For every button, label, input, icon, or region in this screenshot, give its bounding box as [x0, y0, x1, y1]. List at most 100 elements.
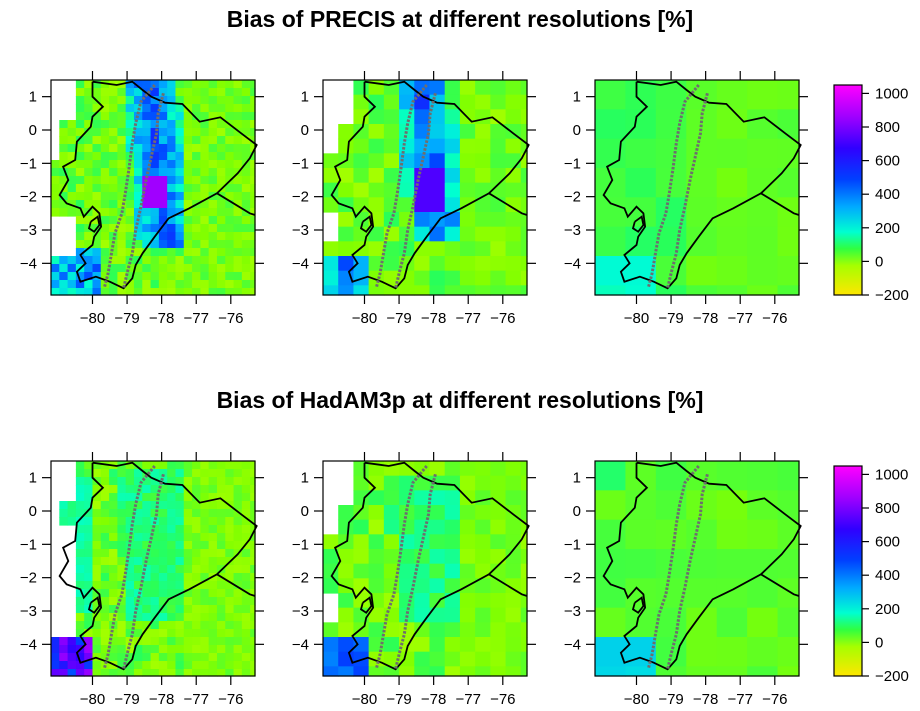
grid-cell	[167, 120, 177, 129]
grid-cell	[414, 651, 431, 667]
grid-cell	[117, 621, 127, 630]
andes-west-contour	[103, 465, 156, 669]
grid-cell	[200, 144, 210, 153]
grid-cell	[109, 216, 118, 225]
grid-cell	[777, 666, 800, 677]
grid-cell	[117, 573, 127, 582]
grid-cell	[414, 622, 431, 638]
grid-cell	[84, 288, 94, 296]
grid-cell	[167, 80, 177, 89]
colorbar-tick-label: 200	[875, 220, 900, 237]
grid-cell	[175, 485, 185, 494]
grid-cell	[175, 549, 185, 558]
grid-cell	[109, 120, 118, 129]
grid-cell	[490, 182, 507, 198]
grid-cell	[233, 493, 243, 502]
grid-cell	[595, 109, 627, 140]
grid-cell	[225, 144, 235, 153]
grid-cell	[100, 637, 110, 646]
grid-cell	[150, 477, 160, 486]
grid-cell	[250, 533, 256, 542]
grid-cell	[84, 637, 94, 646]
grid-cell	[208, 184, 218, 193]
grid-cell	[183, 112, 193, 121]
grid-cell	[241, 272, 251, 281]
x-tick-label: −77	[455, 691, 480, 708]
grid-cell	[338, 182, 355, 198]
x-tick-label: −76	[490, 310, 515, 327]
grid-cell	[192, 280, 201, 289]
grid-cell	[67, 128, 77, 137]
grid-cell	[208, 629, 218, 638]
x-tick-label: −80	[352, 691, 377, 708]
grid-cell	[125, 176, 135, 185]
grid-cell	[167, 216, 177, 225]
grid-cell	[84, 509, 94, 518]
grid-cell	[133, 653, 143, 662]
grid-cell	[475, 80, 491, 96]
grid-cell	[625, 80, 657, 110]
grid-cell	[117, 88, 127, 97]
grid-cell	[216, 176, 226, 185]
grid-cell	[383, 534, 400, 550]
grid-cell	[59, 128, 69, 137]
grid-cell	[133, 264, 143, 273]
grid-cell	[225, 272, 235, 281]
grid-cell	[233, 216, 243, 225]
grid-cell	[716, 666, 748, 677]
grid-cell	[225, 152, 235, 161]
grid-cell	[158, 248, 168, 257]
grid-cell	[158, 469, 168, 478]
grid-cell	[208, 104, 218, 113]
colorbar-tick-label: 600	[875, 534, 900, 551]
grid-cell	[200, 168, 210, 177]
grid-cell	[655, 197, 687, 228]
grid-cell	[323, 197, 339, 213]
grid-cell	[208, 621, 218, 630]
grid-cell	[158, 232, 168, 241]
grid-cell	[429, 622, 446, 638]
grid-cell	[100, 224, 110, 233]
grid-cell	[250, 589, 256, 598]
grid-cell	[399, 666, 415, 677]
grid-cell	[109, 589, 118, 598]
grid-cell	[142, 104, 152, 113]
grid-cell	[625, 549, 657, 579]
grid-cell	[175, 136, 185, 145]
grid-cell	[338, 138, 355, 154]
grid-cell	[183, 597, 193, 606]
grid-cell	[208, 168, 218, 177]
grid-cell	[125, 597, 135, 606]
grid-cell	[777, 138, 800, 169]
grid-cell	[250, 477, 256, 486]
grid-cell	[84, 280, 94, 289]
grid-cell	[241, 461, 251, 470]
grid-cell	[225, 605, 235, 614]
grid-cell	[59, 208, 69, 217]
grid-cell	[241, 541, 251, 550]
grid-cell	[459, 563, 476, 579]
grid-cell	[133, 533, 143, 542]
grid-cell	[183, 128, 193, 137]
panel-frame	[594, 460, 800, 677]
grid-cell	[233, 232, 243, 241]
grid-cell	[67, 272, 77, 281]
grid-cell	[208, 248, 218, 257]
grid-cell	[216, 232, 226, 241]
grid-cell	[200, 549, 210, 558]
grid-cell	[100, 240, 110, 249]
grid-cell	[84, 573, 94, 582]
grid-cell	[250, 557, 256, 566]
grid-cell	[84, 192, 94, 201]
grid-cell	[192, 144, 201, 153]
grid-cell	[158, 597, 168, 606]
grid-cell	[92, 208, 102, 217]
grid-cell	[208, 613, 218, 622]
grid-cell	[133, 581, 143, 590]
grid-cell	[75, 192, 85, 201]
grid-cell	[142, 597, 152, 606]
grid-cell	[150, 645, 160, 654]
grid-cell	[208, 597, 218, 606]
grid-cell	[109, 176, 118, 185]
grid-cell	[167, 565, 177, 574]
